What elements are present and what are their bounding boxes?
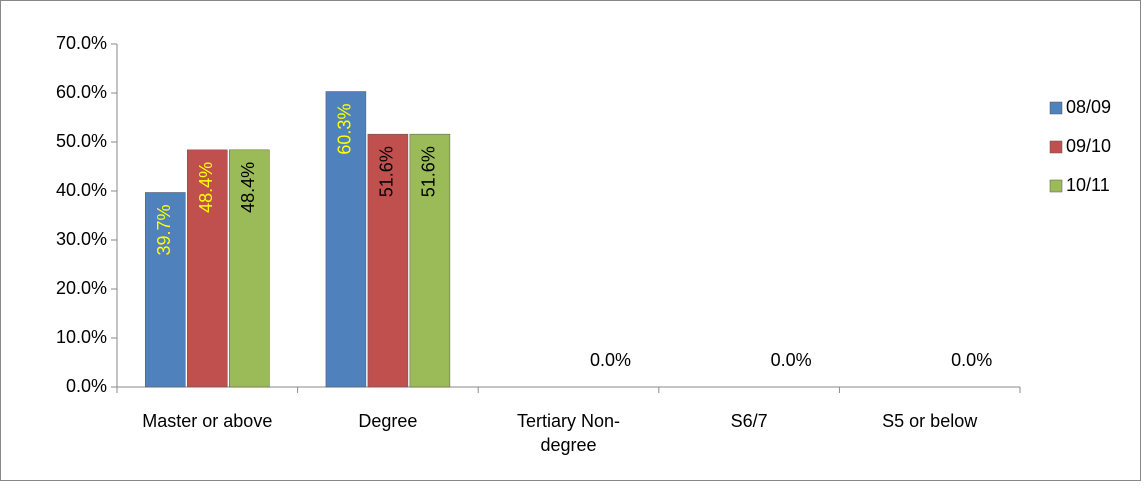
- value-label: 0.0%: [590, 350, 631, 370]
- y-tick-label: 60.0%: [56, 82, 107, 102]
- y-tick-label: 20.0%: [56, 278, 107, 298]
- x-tick-label: S5 or below: [882, 411, 978, 431]
- y-tick-label: 70.0%: [56, 33, 107, 53]
- legend-label: 09/10: [1066, 136, 1111, 156]
- y-tick-label: 10.0%: [56, 327, 107, 347]
- x-tick-label: Tertiary Non-degree: [516, 411, 621, 455]
- bar: [409, 133, 451, 388]
- legend-swatch: [1049, 101, 1063, 115]
- bar: [145, 192, 186, 388]
- value-label: 51.6%: [377, 146, 397, 197]
- value-label: 48.4%: [238, 162, 258, 213]
- x-tick-label: Degree: [358, 411, 418, 431]
- x-tick-label: Master or above: [142, 411, 273, 431]
- y-tick-label: 40.0%: [56, 180, 107, 200]
- y-tick-label: 0.0%: [66, 376, 107, 396]
- value-label: 60.3%: [335, 104, 355, 155]
- legend-swatch: [1049, 140, 1063, 154]
- x-tick-label: S6/7: [730, 411, 768, 431]
- legend-swatch: [1049, 179, 1063, 193]
- value-label: 0.0%: [771, 350, 812, 370]
- value-label: 39.7%: [154, 204, 174, 255]
- legend-label: 10/11: [1066, 175, 1110, 195]
- bar: [325, 91, 367, 388]
- bar: [187, 149, 228, 388]
- y-tick-label: 30.0%: [56, 229, 107, 249]
- y-tick-label: 50.0%: [56, 131, 107, 151]
- bar: [367, 133, 409, 388]
- value-label: 48.4%: [196, 162, 216, 213]
- legend-label: 08/09: [1066, 97, 1111, 117]
- value-label: 51.6%: [419, 146, 439, 197]
- bar: [229, 149, 270, 388]
- value-label: 0.0%: [951, 350, 992, 370]
